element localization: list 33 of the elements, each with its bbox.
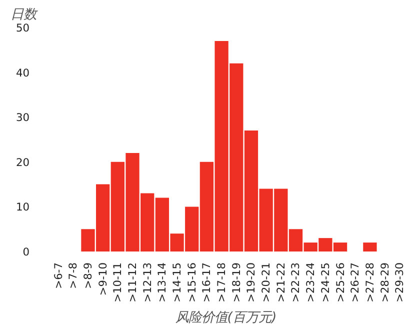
x-tick-label: >20-21 <box>260 262 273 302</box>
x-tick-label: >10-11 <box>111 262 124 302</box>
x-tick-label: >23-24 <box>304 262 318 302</box>
x-tick-label: >9-10 <box>96 262 110 296</box>
x-tick-label: >14-15 <box>170 262 184 302</box>
x-tick-label: >15-16 <box>185 262 198 302</box>
x-tick-label: >7-8 <box>66 262 80 289</box>
x-tick-label: >16-17 <box>200 262 214 302</box>
y-tick-label: 20 <box>16 156 30 169</box>
x-tick-label: >25-26 <box>334 262 347 302</box>
y-tick-label: 40 <box>16 66 30 80</box>
x-tick-label: >11-12 <box>126 262 140 302</box>
x-tick-label: >27-28 <box>363 262 376 302</box>
y-tick-label: 10 <box>16 200 30 214</box>
x-tick-label: >6-7 <box>52 262 65 289</box>
bar <box>363 242 377 252</box>
x-tick-label: >29-30 <box>393 262 406 302</box>
x-tick-label: >22-23 <box>289 262 302 302</box>
y-tick-label: 50 <box>16 22 30 34</box>
y-axis-title: 日数 <box>10 8 38 22</box>
x-axis-title: 风险价值(百万元) <box>175 310 277 326</box>
x-tick-label: >28-29 <box>378 262 392 302</box>
x-tick-label: >24-25 <box>318 262 332 302</box>
x-tick-label: >12-13 <box>140 262 154 302</box>
x-tick-label: >8-9 <box>81 262 94 289</box>
x-tick-label: >19-20 <box>244 262 258 302</box>
x-tick-label: >17-18 <box>215 262 228 302</box>
x-tick-label: >26-27 <box>348 262 362 302</box>
x-tick-label: >13-14 <box>156 262 169 302</box>
x-tick-label: >18-19 <box>230 262 243 302</box>
x-tick-label: >21-22 <box>274 262 288 302</box>
y-tick-label: 30 <box>16 111 30 124</box>
y-tick-label: 0 <box>22 246 30 258</box>
